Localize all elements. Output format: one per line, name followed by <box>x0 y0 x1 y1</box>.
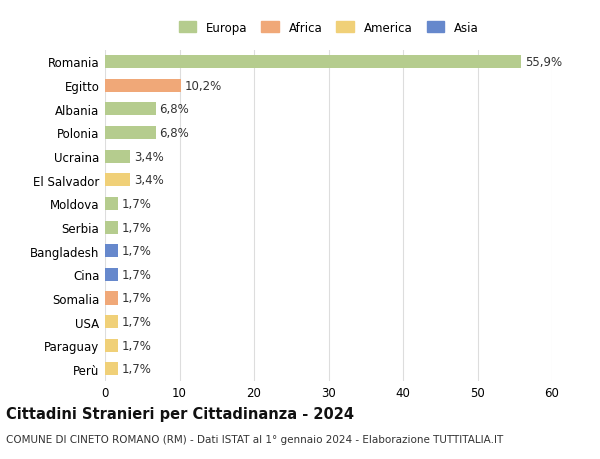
Text: 1,7%: 1,7% <box>121 221 151 234</box>
Text: COMUNE DI CINETO ROMANO (RM) - Dati ISTAT al 1° gennaio 2024 - Elaborazione TUTT: COMUNE DI CINETO ROMANO (RM) - Dati ISTA… <box>6 434 503 444</box>
Text: 3,4%: 3,4% <box>134 150 164 163</box>
Bar <box>105 174 130 187</box>
Text: 1,7%: 1,7% <box>121 245 151 257</box>
Text: 1,7%: 1,7% <box>121 363 151 375</box>
Text: 3,4%: 3,4% <box>134 174 164 187</box>
Text: 1,7%: 1,7% <box>121 315 151 329</box>
Bar <box>105 315 118 329</box>
Text: 1,7%: 1,7% <box>121 292 151 305</box>
Bar <box>105 339 118 352</box>
Bar <box>105 79 181 92</box>
Text: 1,7%: 1,7% <box>121 268 151 281</box>
Text: 6,8%: 6,8% <box>160 103 189 116</box>
Bar <box>105 268 118 281</box>
Text: 10,2%: 10,2% <box>185 79 222 92</box>
Bar <box>105 150 130 163</box>
Bar <box>105 197 118 210</box>
Text: 55,9%: 55,9% <box>525 56 562 69</box>
Text: 1,7%: 1,7% <box>121 197 151 210</box>
Text: 6,8%: 6,8% <box>160 127 189 140</box>
Text: 1,7%: 1,7% <box>121 339 151 352</box>
Bar <box>105 292 118 305</box>
Bar <box>105 127 155 140</box>
Legend: Europa, Africa, America, Asia: Europa, Africa, America, Asia <box>175 18 482 38</box>
Bar <box>105 221 118 234</box>
Text: Cittadini Stranieri per Cittadinanza - 2024: Cittadini Stranieri per Cittadinanza - 2… <box>6 406 354 421</box>
Bar <box>105 56 521 69</box>
Bar <box>105 103 155 116</box>
Bar <box>105 363 118 375</box>
Bar <box>105 245 118 257</box>
